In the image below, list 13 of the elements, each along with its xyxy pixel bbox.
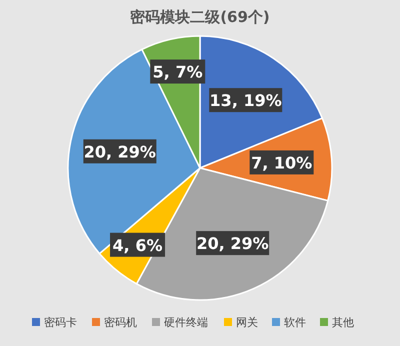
legend-label: 硬件终端 bbox=[164, 316, 208, 329]
legend-label: 密码机 bbox=[104, 316, 137, 329]
data-label: 13, 19% bbox=[210, 91, 282, 110]
data-label: 20, 29% bbox=[196, 234, 269, 254]
legend-label: 其他 bbox=[332, 316, 354, 329]
chart-title: 密码模块二级(69个) bbox=[130, 8, 270, 26]
legend-label: 软件 bbox=[284, 316, 306, 329]
legend-label: 网关 bbox=[236, 316, 258, 329]
data-label: 5, 7% bbox=[152, 62, 203, 82]
legend-label: 密码卡 bbox=[44, 316, 77, 329]
data-label: 20, 29% bbox=[84, 142, 156, 162]
data-label: 7, 10% bbox=[251, 153, 312, 172]
data-label: 4, 6% bbox=[112, 236, 162, 255]
